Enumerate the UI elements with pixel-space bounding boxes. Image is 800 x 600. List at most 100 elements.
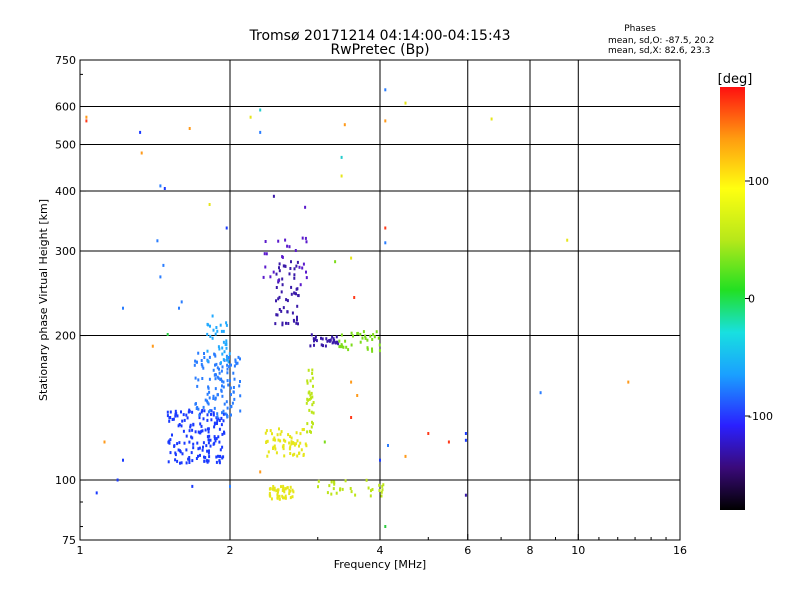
data-point [156,239,158,242]
data-point [368,487,370,490]
data-point [268,450,270,453]
data-point [209,396,211,399]
data-point [215,387,217,390]
data-point [372,333,374,336]
data-point [293,320,295,323]
data-point [232,402,234,405]
data-point [325,345,327,348]
data-point [176,442,178,445]
data-point [212,397,214,400]
data-point [281,278,283,281]
data-point [203,409,205,412]
data-point [281,255,283,258]
data-point [230,405,232,408]
data-point [217,415,219,418]
data-point [296,316,298,319]
data-point [210,418,212,421]
data-point [167,333,169,336]
data-point [210,439,212,442]
y-tick-label: 500 [55,139,76,152]
data-point [311,426,313,429]
data-point [278,439,280,442]
data-point [209,356,211,359]
data-point [85,116,87,119]
data-point [212,337,214,340]
data-point [187,416,189,419]
y-tick-label: 750 [55,54,76,67]
data-point [214,398,216,401]
data-point [181,300,183,303]
data-point [362,337,364,340]
data-point [465,494,467,497]
data-point [309,430,311,433]
data-point [179,462,181,465]
data-point [289,267,291,270]
data-point [269,275,271,278]
data-point [287,299,289,302]
data-point [223,410,225,413]
data-point [316,339,318,342]
data-point [223,386,225,389]
data-point [305,271,307,274]
data-point [338,340,340,343]
data-point [322,344,324,347]
data-point [170,451,172,454]
data-point [281,495,283,498]
data-point [289,272,291,275]
data-point [209,203,211,206]
data-point [205,444,207,447]
data-point [188,459,190,462]
data-point [181,424,183,427]
data-point [202,367,204,370]
data-point [215,363,217,366]
data-point [195,377,197,380]
data-point [188,411,190,414]
data-point [278,427,280,430]
data-point [219,455,221,458]
data-point [540,391,542,394]
data-point [196,361,198,364]
data-point [300,432,302,435]
data-point [311,372,313,375]
data-point [191,411,193,414]
data-point [384,227,386,230]
data-point [104,441,106,444]
data-point [276,451,278,454]
data-point [300,283,302,286]
data-point [274,445,276,448]
data-point [405,455,407,458]
data-point [272,447,274,450]
data-point [213,425,215,428]
data-point [169,442,171,445]
data-point [315,335,317,338]
data-point [305,237,307,240]
data-point [206,419,208,422]
data-point [234,378,236,381]
data-point [369,335,371,338]
data-point [220,324,222,327]
data-point [239,394,241,397]
data-point [293,291,295,294]
y-tick-label: 400 [55,185,76,198]
data-point [304,206,306,209]
data-point [274,439,276,442]
colorbar-label: [deg] [718,72,753,87]
data-point [217,376,219,379]
data-point [280,433,282,436]
data-point [192,446,194,449]
data-point [378,484,380,487]
data-point [328,484,330,487]
data-point [225,343,227,346]
data-point [299,266,301,269]
data-point [263,276,265,279]
data-point [293,442,295,445]
data-point [364,335,366,338]
data-point [306,402,308,405]
data-point [230,364,232,367]
data-point [197,352,199,355]
data-point [308,369,310,372]
data-point [234,365,236,368]
data-point [208,435,210,438]
data-point [216,422,218,425]
data-point [152,345,154,348]
